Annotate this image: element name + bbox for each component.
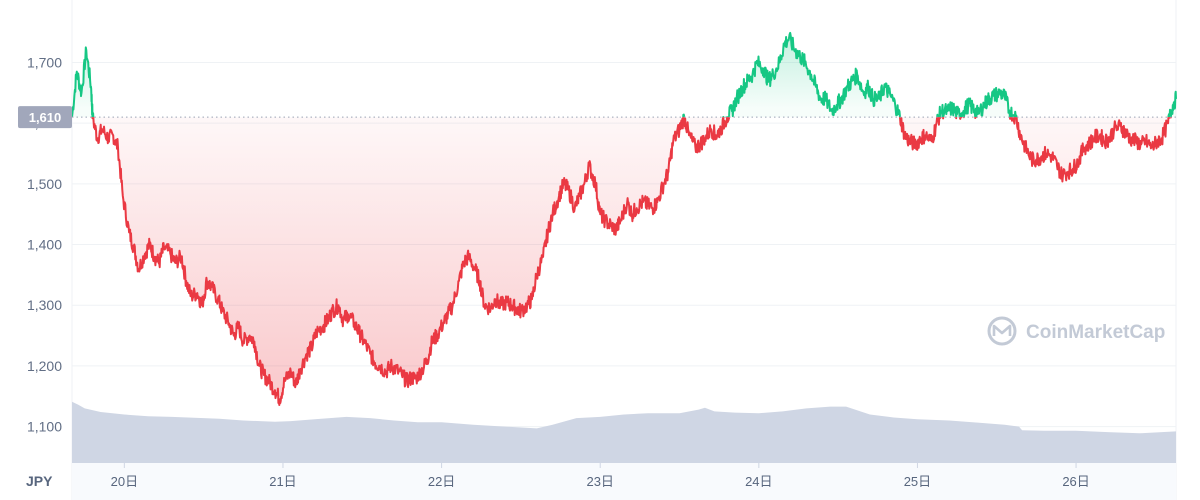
volume-band — [72, 401, 1176, 463]
x-tick-label: 20日 — [111, 474, 138, 489]
reference-price-value: 1,610 — [29, 110, 62, 125]
reference-price-badge — [18, 106, 72, 129]
y-tick-label: 1,200 — [27, 358, 62, 374]
x-tick-label: 23日 — [586, 474, 613, 489]
price-line-above[interactable] — [71, 31, 1177, 405]
price-area — [72, 32, 1176, 405]
y-tick-label: 1,400 — [27, 237, 62, 253]
x-tick-label: 21日 — [269, 474, 296, 489]
x-tick-label: 26日 — [1062, 474, 1089, 489]
coinmarketcap-logo-icon — [987, 316, 1017, 346]
x-tick-label: 25日 — [904, 474, 931, 489]
x-tick-label: 24日 — [745, 474, 772, 489]
watermark: CoinMarketCap — [987, 316, 1165, 346]
price-line[interactable] — [71, 31, 1177, 406]
y-tick-label: 1,700 — [27, 54, 62, 70]
currency-label: JPY — [26, 473, 53, 489]
watermark-text: CoinMarketCap — [1026, 322, 1165, 343]
x-tick-label: 22日 — [428, 474, 455, 489]
y-tick-label: 1,500 — [27, 176, 62, 192]
volume-area — [72, 401, 1176, 463]
y-tick-label: 1,100 — [27, 419, 62, 435]
y-tick-label: 1,300 — [27, 297, 62, 313]
x-axis: 20日 21日 22日 23日 24日 25日 26日 — [111, 463, 1090, 489]
area-below-reference — [72, 117, 1176, 405]
x-axis-strip — [72, 463, 1176, 500]
reference-price-label: 1,610 — [18, 106, 72, 129]
price-line-below[interactable] — [71, 33, 1176, 406]
